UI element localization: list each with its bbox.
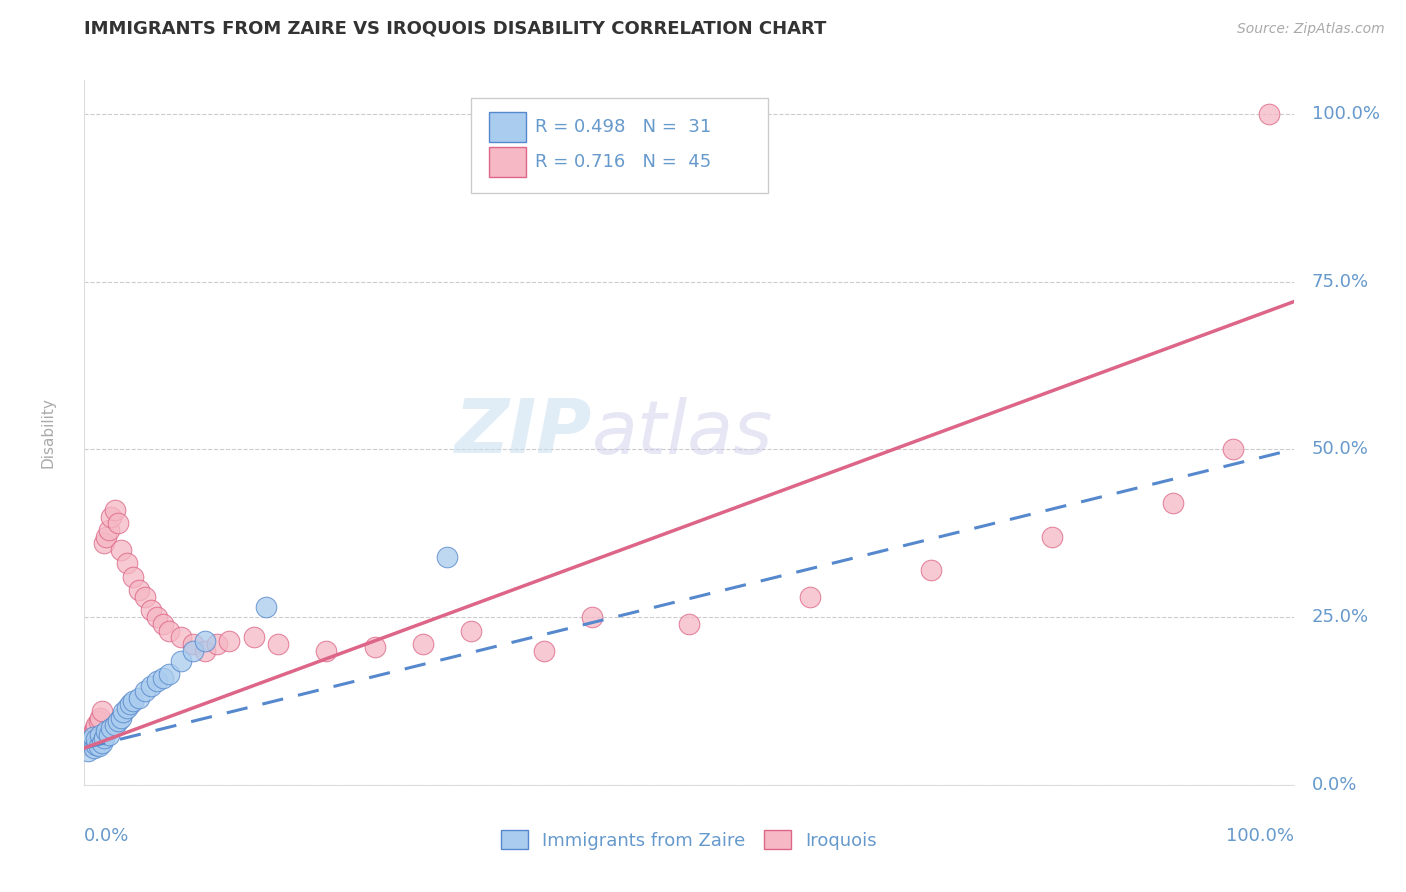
Point [91,704,114,718]
Point [94,724,117,739]
Point [242,630,264,644]
Point [1222,442,1244,457]
Point [107,516,129,531]
Point [89,711,111,725]
Point [194,633,217,648]
Point [218,633,240,648]
Point [170,630,193,644]
Point [97,523,120,537]
FancyBboxPatch shape [471,98,768,193]
Point [79,734,101,748]
Point [121,570,143,584]
Point [84,721,107,735]
Point [93,731,115,745]
Point [152,671,174,685]
Text: R = 0.498   N =  31: R = 0.498 N = 31 [536,118,711,136]
Point [267,637,290,651]
Point [128,583,150,598]
Point [79,732,101,747]
Point [152,616,174,631]
Text: Source: ZipAtlas.com: Source: ZipAtlas.com [1237,22,1385,37]
Point [920,563,942,577]
Point [83,741,105,756]
Point [97,728,120,742]
Point [107,714,129,729]
Point [134,684,156,698]
Text: 100.0%: 100.0% [1226,827,1294,846]
Point [91,736,114,750]
Point [83,724,105,739]
Point [112,706,135,720]
Point [146,610,169,624]
Point [181,637,204,651]
Point [134,590,156,604]
Point [94,530,117,544]
Point [115,557,138,571]
Text: ZIP: ZIP [456,396,592,469]
Point [104,717,127,731]
Point [82,730,104,744]
Point [86,717,108,731]
Point [128,690,150,705]
Text: 0.0%: 0.0% [1312,776,1357,794]
Point [80,728,103,742]
Text: IMMIGRANTS FROM ZAIRE VS IROQUOIS DISABILITY CORRELATION CHART: IMMIGRANTS FROM ZAIRE VS IROQUOIS DISABI… [84,20,827,38]
Point [678,616,700,631]
Point [315,644,337,658]
FancyBboxPatch shape [489,112,526,142]
Point [120,698,142,712]
Point [181,644,204,658]
Point [581,610,603,624]
Point [533,644,555,658]
Point [157,624,180,638]
Point [207,637,229,651]
Point [93,536,115,550]
Point [115,700,138,714]
Point [77,734,100,748]
Point [86,738,108,752]
Point [87,714,110,729]
Text: Disability: Disability [41,397,56,468]
Point [89,728,111,742]
Point [170,654,193,668]
Point [139,603,162,617]
Text: R = 0.716   N =  45: R = 0.716 N = 45 [536,153,711,171]
FancyBboxPatch shape [489,147,526,177]
Point [121,694,143,708]
Point [76,738,98,752]
Point [100,721,122,735]
Point [412,637,434,651]
Point [139,679,162,693]
Text: 25.0%: 25.0% [1312,608,1369,626]
Point [460,624,482,638]
Point [110,711,132,725]
Point [146,673,169,688]
Point [100,509,122,524]
Point [157,667,180,681]
Point [1040,530,1063,544]
Text: 50.0%: 50.0% [1312,441,1368,458]
Point [799,590,821,604]
Point [254,600,277,615]
Point [87,739,110,753]
Point [1161,496,1184,510]
Text: atlas: atlas [592,397,773,468]
Point [1258,107,1281,121]
Text: 75.0%: 75.0% [1312,273,1369,291]
Point [110,543,132,558]
Point [194,644,217,658]
Point [77,744,100,758]
Text: 100.0%: 100.0% [1312,105,1379,123]
Point [104,503,127,517]
Point [436,549,458,564]
Point [86,732,108,747]
Legend: Immigrants from Zaire, Iroquois: Immigrants from Zaire, Iroquois [494,823,884,857]
Text: 0.0%: 0.0% [84,827,129,846]
Point [363,640,385,655]
